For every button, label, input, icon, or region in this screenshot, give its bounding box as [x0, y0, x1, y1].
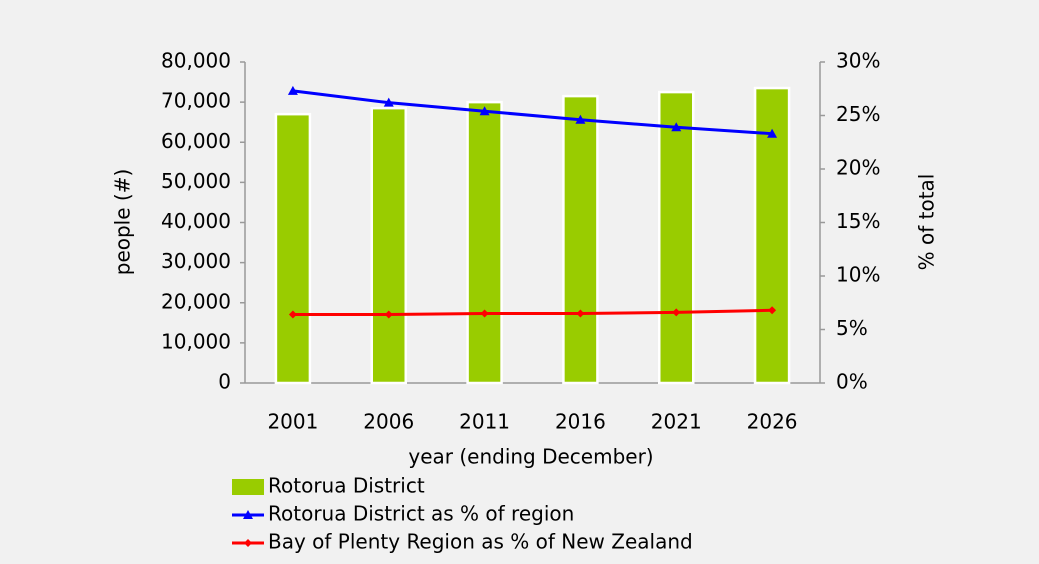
legend-swatch	[232, 479, 264, 495]
marker	[287, 85, 298, 95]
y-tick-label: 10,000	[161, 329, 231, 353]
x-tick-label: 2011	[459, 410, 510, 434]
marker	[479, 106, 490, 116]
legend-label: Rotorua District	[268, 474, 425, 498]
legend-marker	[243, 510, 253, 519]
x-tick-label: 2006	[363, 410, 414, 434]
legend-label: Bay of Plenty Region as % of New Zealand	[268, 530, 693, 554]
x-axis-title: year (ending December)	[408, 445, 653, 469]
y2-tick-label: 20%	[836, 156, 880, 180]
y2-tick-label: 30%	[836, 49, 880, 73]
marker	[575, 114, 586, 124]
line	[292, 89, 773, 136]
x-tick-label: 2026	[747, 410, 798, 434]
marker	[480, 309, 489, 318]
x-tick-label: 2001	[267, 410, 318, 434]
marker	[383, 97, 394, 107]
y2-tick-label: 15%	[836, 209, 880, 233]
x-tick-label: 2021	[651, 410, 702, 434]
bar	[370, 106, 407, 385]
y2-tick-label: 10%	[836, 263, 880, 287]
y-tick-label: 40,000	[161, 209, 231, 233]
legend-label: Rotorua District as % of region	[268, 502, 574, 526]
bar	[274, 112, 312, 385]
y-tick-label: 70,000	[161, 89, 231, 113]
bar	[466, 100, 503, 385]
marker	[384, 310, 393, 319]
y2-tick-label: 25%	[836, 102, 880, 126]
marker	[671, 122, 682, 132]
marker	[767, 128, 778, 138]
y-tick-label: 30,000	[161, 249, 231, 273]
y2-tick-label: 0%	[836, 370, 868, 394]
marker	[288, 310, 297, 319]
y2-axis-title: % of total	[915, 174, 939, 271]
marker	[576, 309, 585, 318]
marker	[672, 308, 681, 317]
legend-marker	[244, 539, 252, 547]
y-tick-label: 80,000	[161, 49, 231, 73]
y2-tick-label: 5%	[836, 316, 868, 340]
y-tick-label: 20,000	[161, 289, 231, 313]
bar	[562, 94, 599, 385]
y-axis-title: people (#)	[111, 169, 135, 276]
y-tick-label: 60,000	[161, 129, 231, 153]
y-tick-label: 0	[218, 370, 231, 394]
bar	[658, 90, 695, 385]
marker	[768, 306, 777, 315]
y-tick-label: 50,000	[161, 169, 231, 193]
x-tick-label: 2016	[555, 410, 606, 434]
line	[292, 308, 773, 317]
